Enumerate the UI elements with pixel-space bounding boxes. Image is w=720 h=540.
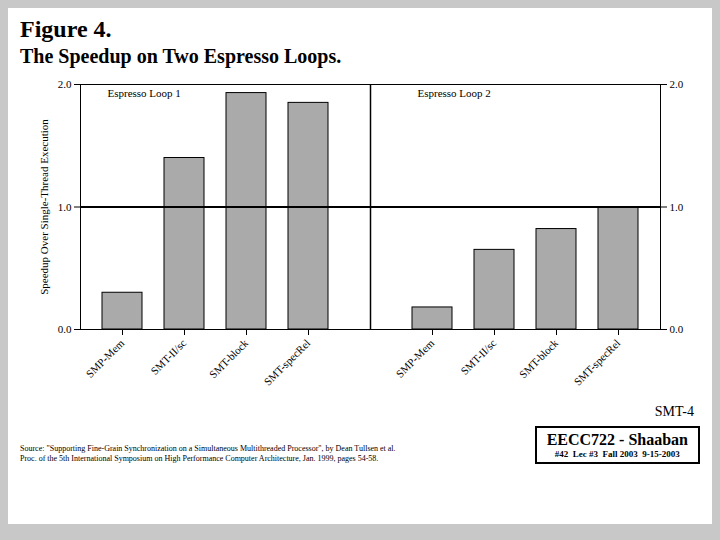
- html-text:Figure 4.: Figure 4.: [20, 16, 112, 42]
- svg-text:SMT-II/sc: SMT-II/sc: [148, 337, 188, 377]
- html-text:Source: "Supporting Fine-Grain: Source: "Supporting Fine-Grain Synchroni…: [20, 444, 396, 463]
- svg-text:0.0: 0.0: [58, 323, 72, 335]
- svg-text:Espresso Loop 2: Espresso Loop 2: [418, 87, 491, 99]
- svg-text:2.0: 2.0: [58, 78, 72, 90]
- svg-text:SMT-specRel: SMT-specRel: [261, 337, 312, 388]
- svg-text:Espresso Loop 1: Espresso Loop 1: [108, 87, 181, 99]
- html-text:#42 Lec #3 Fall 2003 9-15-2003: #42 Lec #3 Fall 2003 9-15-2003: [554, 449, 680, 459]
- svg-text:2.0: 2.0: [670, 78, 684, 90]
- html-text:The Speedup on Two Espresso Lo: The Speedup on Two Espresso Loops.: [20, 45, 342, 67]
- svg-text:SMT-II/sc: SMT-II/sc: [458, 337, 498, 377]
- html-text:SMT-4: SMT-4: [654, 404, 694, 419]
- svg-text:Speedup Over Single-Thread Exe: Speedup Over Single-Thread Execution: [38, 119, 50, 295]
- html-text:EECC722 - Shaaban: EECC722 - Shaaban: [546, 431, 688, 448]
- svg-text:SMP-Mem: SMP-Mem: [83, 336, 126, 379]
- svg-text:SMT-specRel: SMT-specRel: [571, 337, 622, 388]
- svg-text:1.0: 1.0: [670, 201, 684, 213]
- svg-text:SMT-block: SMT-block: [517, 336, 561, 380]
- svg-text:0.0: 0.0: [670, 323, 684, 335]
- svg-text:SMP-Mem: SMP-Mem: [393, 336, 436, 379]
- svg-text:SMT-block: SMT-block: [207, 336, 251, 380]
- svg-text:1.0: 1.0: [58, 201, 72, 213]
